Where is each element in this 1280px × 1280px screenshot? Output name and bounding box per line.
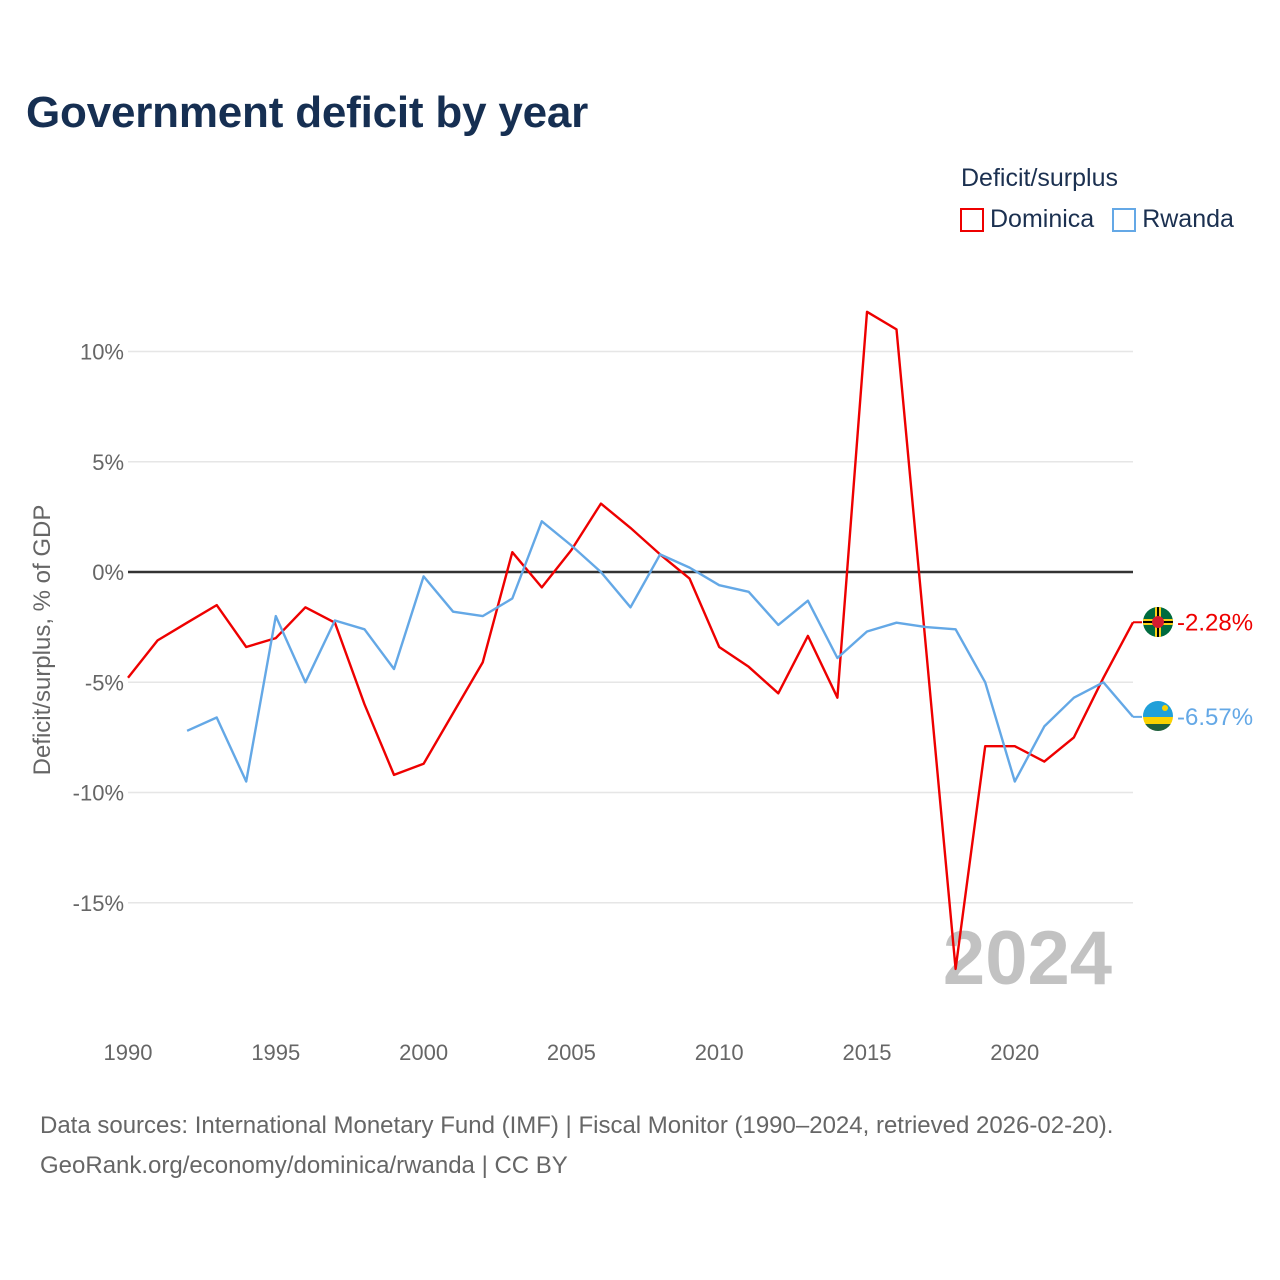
- data-point-dominica[interactable]: [1039, 757, 1049, 767]
- x-tick-label: 2020: [990, 1040, 1039, 1065]
- data-point-rwanda[interactable]: [389, 664, 399, 674]
- y-tick-label: 5%: [92, 450, 124, 475]
- data-point-dominica[interactable]: [123, 673, 133, 683]
- legend-item-rwanda[interactable]: Rwanda: [1112, 205, 1234, 234]
- data-point-rwanda[interactable]: [980, 677, 990, 687]
- y-tick-label: -10%: [73, 781, 124, 806]
- data-point-dominica[interactable]: [892, 324, 902, 334]
- end-label-rwanda: -6.57%: [1177, 704, 1253, 731]
- y-axis-label: Deficit/surplus, % of GDP: [29, 505, 56, 776]
- y-tick-label: 10%: [80, 340, 124, 365]
- y-axis-ticks: 10% 5% 0% -5% -10% -15%: [73, 340, 124, 916]
- data-point-rwanda[interactable]: [892, 618, 902, 628]
- x-tick-label: 1995: [251, 1040, 300, 1065]
- data-point-dominica[interactable]: [921, 644, 931, 654]
- y-tick-label: -15%: [73, 891, 124, 916]
- footer-attribution[interactable]: GeoRank.org/economy/dominica/rwanda | CC…: [40, 1152, 568, 1179]
- data-point-rwanda[interactable]: [212, 713, 222, 723]
- data-point-rwanda[interactable]: [330, 616, 340, 626]
- data-point-rwanda[interactable]: [951, 624, 961, 634]
- series-line-rwanda[interactable]: [186, 520, 1134, 783]
- year-watermark: 2024: [943, 916, 1112, 1001]
- data-point-rwanda[interactable]: [478, 611, 488, 621]
- data-point-rwanda[interactable]: [507, 593, 517, 603]
- data-point-dominica[interactable]: [596, 499, 606, 509]
- data-point-rwanda[interactable]: [182, 726, 192, 736]
- data-point-rwanda[interactable]: [921, 622, 931, 632]
- data-point-rwanda[interactable]: [714, 580, 724, 590]
- x-tick-label: 1990: [104, 1040, 153, 1065]
- end-label-dominica: -2.28%: [1177, 609, 1253, 636]
- data-point-dominica[interactable]: [182, 618, 192, 628]
- data-point-dominica[interactable]: [803, 631, 813, 641]
- data-point-dominica[interactable]: [1069, 732, 1079, 742]
- data-point-dominica[interactable]: [300, 602, 310, 612]
- legend-label-dominica: Dominica: [990, 205, 1095, 233]
- dominica-flag-icon: [1143, 607, 1173, 637]
- series-layer: -2.28% -6.57%: [123, 307, 1253, 974]
- data-point-dominica[interactable]: [448, 708, 458, 718]
- data-point-dominica[interactable]: [832, 693, 842, 703]
- data-point-dominica[interactable]: [153, 635, 163, 645]
- line-chart: 10% 5% 0% -5% -10% -15% 1990 1995 2000 2005 2010 2…: [29, 307, 1253, 1065]
- data-point-rwanda[interactable]: [359, 624, 369, 634]
- data-point-dominica[interactable]: [773, 688, 783, 698]
- rwanda-flag-icon: [1143, 701, 1173, 731]
- data-point-dominica[interactable]: [359, 699, 369, 709]
- data-point-rwanda[interactable]: [537, 516, 547, 526]
- data-point-rwanda[interactable]: [626, 602, 636, 612]
- legend: Dominica Rwanda: [960, 205, 1252, 234]
- data-point-dominica[interactable]: [980, 741, 990, 751]
- data-point-rwanda[interactable]: [419, 571, 429, 581]
- data-point-rwanda[interactable]: [655, 549, 665, 559]
- data-point-dominica[interactable]: [862, 307, 872, 317]
- y-tick-label: -5%: [85, 670, 124, 695]
- data-point-dominica[interactable]: [537, 582, 547, 592]
- data-point-dominica[interactable]: [419, 759, 429, 769]
- data-point-dominica[interactable]: [212, 600, 222, 610]
- data-point-rwanda[interactable]: [300, 677, 310, 687]
- series-line-dominica[interactable]: [127, 310, 1135, 971]
- grid-layer: [128, 350, 1133, 904]
- data-point-dominica[interactable]: [714, 642, 724, 652]
- data-point-dominica[interactable]: [1010, 741, 1020, 751]
- data-point-rwanda[interactable]: [448, 607, 458, 617]
- data-point-dominica[interactable]: [389, 770, 399, 780]
- data-point-rwanda[interactable]: [744, 587, 754, 597]
- data-point-rwanda[interactable]: [1098, 677, 1108, 687]
- data-point-dominica[interactable]: [241, 642, 251, 652]
- data-point-dominica[interactable]: [626, 523, 636, 533]
- legend-item-dominica[interactable]: Dominica: [960, 205, 1094, 234]
- data-point-dominica[interactable]: [685, 574, 695, 584]
- legend-swatch-rwanda: [1112, 207, 1137, 232]
- x-tick-label: 2015: [842, 1040, 891, 1065]
- data-point-rwanda[interactable]: [596, 567, 606, 577]
- data-point-rwanda[interactable]: [241, 776, 251, 786]
- data-point-dominica[interactable]: [478, 657, 488, 667]
- data-point-rwanda[interactable]: [773, 620, 783, 630]
- data-point-rwanda[interactable]: [832, 653, 842, 663]
- data-point-dominica[interactable]: [507, 547, 517, 557]
- x-axis-ticks: 1990 1995 2000 2005 2010 2015 2020: [104, 1040, 1040, 1065]
- y-tick-label: 0%: [92, 560, 124, 585]
- footer-sources: Data sources: International Monetary Fun…: [40, 1112, 1114, 1139]
- legend-swatch-dominica: [960, 207, 984, 232]
- footer: Data sources: International Monetary Fun…: [40, 1106, 1113, 1186]
- data-point-dominica[interactable]: [744, 662, 754, 672]
- x-tick-label: 2005: [547, 1040, 596, 1065]
- data-point-rwanda[interactable]: [271, 611, 281, 621]
- x-tick-label: 2010: [695, 1040, 744, 1065]
- chart-title: Government deficit by year: [26, 88, 589, 137]
- data-point-rwanda[interactable]: [566, 541, 576, 551]
- legend-label-rwanda: Rwanda: [1142, 205, 1234, 233]
- data-point-rwanda[interactable]: [1039, 721, 1049, 731]
- data-point-dominica[interactable]: [951, 964, 961, 974]
- data-point-rwanda[interactable]: [685, 563, 695, 573]
- data-point-rwanda[interactable]: [803, 596, 813, 606]
- legend-title: Deficit/surplus: [961, 164, 1118, 192]
- data-point-rwanda[interactable]: [1069, 693, 1079, 703]
- x-tick-label: 2000: [399, 1040, 448, 1065]
- data-point-rwanda[interactable]: [862, 627, 872, 637]
- data-point-rwanda[interactable]: [1010, 776, 1020, 786]
